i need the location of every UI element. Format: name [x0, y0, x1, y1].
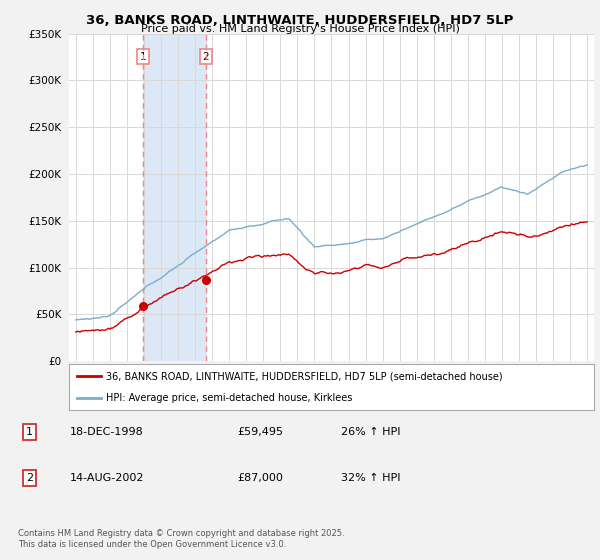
Text: £87,000: £87,000: [237, 473, 283, 483]
Text: HPI: Average price, semi-detached house, Kirklees: HPI: Average price, semi-detached house,…: [106, 393, 352, 403]
Text: 36, BANKS ROAD, LINTHWAITE, HUDDERSFIELD, HD7 5LP: 36, BANKS ROAD, LINTHWAITE, HUDDERSFIELD…: [86, 14, 514, 27]
Text: 36, BANKS ROAD, LINTHWAITE, HUDDERSFIELD, HD7 5LP (semi-detached house): 36, BANKS ROAD, LINTHWAITE, HUDDERSFIELD…: [106, 371, 502, 381]
Bar: [143, 34, 206, 361]
Text: 18-DEC-1998: 18-DEC-1998: [70, 427, 143, 437]
Text: 14-AUG-2002: 14-AUG-2002: [70, 473, 145, 483]
Text: 2: 2: [26, 473, 33, 483]
Text: 2: 2: [202, 52, 209, 62]
Text: 1: 1: [140, 52, 146, 62]
Text: 32% ↑ HPI: 32% ↑ HPI: [341, 473, 400, 483]
Text: Price paid vs. HM Land Registry's House Price Index (HPI): Price paid vs. HM Land Registry's House …: [140, 24, 460, 34]
Text: Contains HM Land Registry data © Crown copyright and database right 2025.
This d: Contains HM Land Registry data © Crown c…: [18, 529, 344, 549]
Text: 26% ↑ HPI: 26% ↑ HPI: [341, 427, 400, 437]
Text: 1: 1: [26, 427, 33, 437]
Text: £59,495: £59,495: [237, 427, 283, 437]
